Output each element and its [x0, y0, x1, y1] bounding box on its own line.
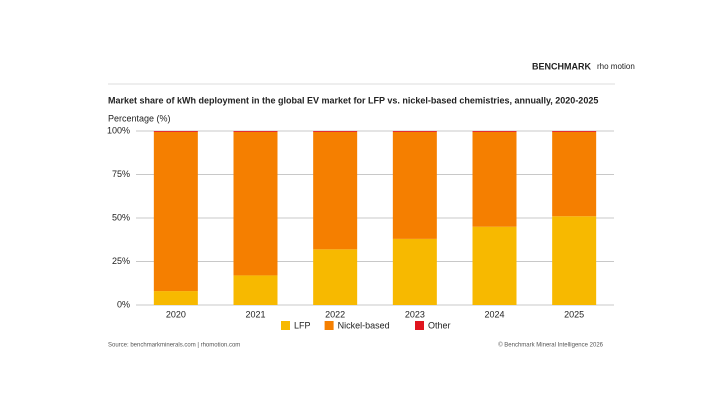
bar-segment: [153, 131, 198, 292]
y-tick-label: 50%: [112, 212, 130, 222]
chart-title: Market share of kWh deployment in the gl…: [108, 95, 598, 105]
legend-label: LFP: [294, 320, 311, 330]
y-tick-label: 100%: [107, 125, 130, 135]
bar-segment: [233, 131, 278, 132]
bar-segment: [472, 226, 517, 305]
bar-segment: [392, 131, 437, 239]
bar-segment: [233, 275, 278, 305]
bar-segment: [392, 238, 437, 305]
legend-swatch: [415, 321, 424, 330]
source: Source: benchmarkminerals.com | rhomotio…: [108, 343, 240, 349]
bar-segment: [313, 131, 358, 132]
bar-segment: [153, 131, 198, 132]
legend-label: Nickel-based: [338, 320, 390, 330]
y-tick-label: 0%: [117, 299, 130, 309]
bar-segment: [472, 131, 517, 227]
x-tick-label: 2025: [564, 309, 584, 319]
x-tick-label: 2024: [484, 309, 504, 319]
y-tick-label: 75%: [112, 169, 130, 179]
bar-segment: [313, 249, 358, 305]
bar-segment: [392, 131, 437, 132]
legend-label: Other: [428, 320, 451, 330]
x-tick-label: 2020: [166, 309, 186, 319]
y-axis-label: Percentage (%): [108, 113, 171, 123]
x-tick-label: 2021: [245, 309, 265, 319]
x-tick-label: 2023: [405, 309, 425, 319]
bar-segment: [552, 131, 597, 132]
bar-segment: [233, 131, 278, 276]
legend-swatch: [281, 321, 290, 330]
x-tick-label: 2022: [325, 309, 345, 319]
bar-segment: [153, 291, 198, 305]
y-tick-label: 25%: [112, 256, 130, 266]
logo-benchmark: BENCHMARK: [532, 61, 591, 71]
bar-segment: [552, 131, 597, 217]
legend-swatch: [324, 321, 334, 330]
bar-segment: [313, 131, 358, 250]
logo-rho-motion: rho motion: [597, 62, 635, 71]
bar-segment: [552, 216, 597, 305]
copyright: © Benchmark Mineral Intelligence 2026: [498, 342, 603, 349]
bar-segment: [472, 131, 517, 132]
